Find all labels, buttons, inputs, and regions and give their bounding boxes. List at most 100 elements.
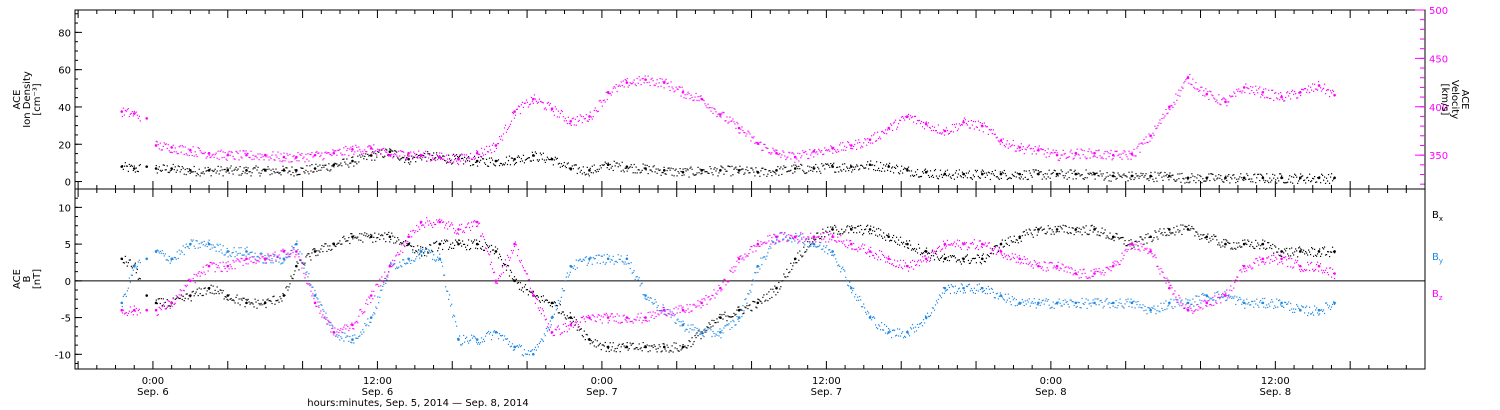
data-dot — [627, 349, 629, 351]
data-dot — [835, 226, 837, 228]
data-dot — [831, 146, 833, 148]
data-dot — [252, 154, 254, 156]
data-dot — [347, 240, 349, 242]
data-dot — [1160, 171, 1162, 173]
data-dot — [363, 152, 365, 155]
data-dot — [550, 109, 552, 111]
data-dot — [773, 149, 775, 151]
data-dot — [270, 169, 272, 171]
data-dot — [1317, 89, 1319, 91]
data-dot — [1271, 179, 1273, 181]
data-dot — [272, 296, 274, 298]
data-dot — [692, 324, 694, 326]
data-dot — [511, 278, 514, 280]
data-dot — [1196, 177, 1198, 179]
data-dot — [1220, 246, 1222, 248]
data-dot — [1026, 232, 1028, 234]
data-dot — [1089, 157, 1091, 159]
data-dot — [1002, 138, 1004, 140]
data-dot — [530, 350, 533, 352]
data-dot — [1218, 174, 1220, 176]
data-dot — [1053, 307, 1055, 310]
data-dot — [1133, 300, 1135, 302]
data-dot — [556, 116, 558, 118]
data-dot — [460, 153, 463, 155]
data-dot — [963, 173, 966, 175]
data-dot — [527, 350, 530, 352]
right-axis-title-line: Velocity — [1449, 80, 1460, 119]
data-dot — [134, 171, 136, 173]
data-dot — [907, 166, 910, 168]
data-dot — [467, 239, 470, 241]
data-dot — [368, 234, 370, 236]
data-dot — [530, 291, 533, 294]
data-dot — [657, 168, 659, 170]
data-dot — [299, 251, 301, 253]
data-dot — [426, 160, 428, 162]
data-dot — [437, 155, 439, 157]
data-point — [1224, 242, 1227, 246]
data-dot — [450, 243, 452, 245]
data-dot — [309, 153, 311, 155]
data-dot — [382, 148, 384, 150]
data-dot — [1286, 182, 1288, 184]
data-dot — [1320, 253, 1323, 255]
data-dot — [621, 84, 623, 87]
data-dot — [792, 237, 794, 239]
data-dot — [465, 158, 468, 160]
data-dot — [1151, 175, 1153, 178]
data-dot — [949, 131, 952, 133]
data-dot — [1143, 310, 1145, 312]
data-dot — [1235, 95, 1237, 97]
data-dot — [815, 238, 817, 240]
data-dot — [331, 165, 333, 167]
data-dot — [917, 120, 920, 122]
data-dot — [215, 292, 217, 295]
data-dot — [1081, 297, 1083, 300]
data-dot — [694, 334, 696, 337]
data-dot — [1236, 88, 1238, 91]
data-dot — [730, 175, 732, 177]
data-dot — [1053, 233, 1055, 235]
data-dot — [494, 331, 497, 333]
data-dot — [1065, 301, 1067, 304]
data-dot — [286, 167, 288, 169]
data-dot — [408, 155, 410, 157]
data-dot — [1044, 150, 1046, 152]
data-dot — [1138, 306, 1140, 308]
data-dot — [574, 164, 576, 166]
data-dot — [398, 266, 400, 268]
data-dot — [280, 174, 282, 176]
data-dot — [1194, 235, 1196, 237]
data-dot — [596, 111, 598, 113]
data-dot — [1314, 83, 1316, 85]
data-dot — [559, 166, 561, 168]
data-dot — [842, 233, 844, 235]
data-dot — [1056, 152, 1058, 154]
data-dot — [1145, 309, 1147, 311]
data-dot — [434, 159, 436, 161]
data-dot — [210, 284, 212, 286]
data-dot — [459, 344, 462, 346]
data-dot — [1224, 246, 1226, 248]
data-dot — [1060, 305, 1062, 307]
data-dot — [611, 91, 613, 93]
data-dot — [633, 163, 635, 166]
data-dot — [390, 238, 392, 240]
data-dot — [382, 156, 384, 158]
data-dot — [192, 239, 194, 241]
data-dot — [417, 245, 419, 247]
data-dot — [952, 286, 955, 288]
data-dot — [913, 247, 916, 250]
data-dot — [722, 318, 724, 320]
data-dot — [173, 169, 175, 171]
data-dot — [877, 131, 879, 133]
data-dot — [537, 101, 540, 103]
data-dot — [749, 289, 751, 292]
data-dot — [133, 110, 135, 112]
data-dot — [388, 155, 390, 157]
data-dot — [1169, 172, 1171, 174]
data-dot — [1120, 153, 1122, 155]
data-dot — [324, 243, 326, 245]
data-dot — [237, 252, 239, 255]
